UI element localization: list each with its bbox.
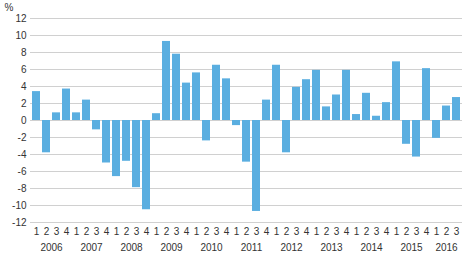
svg-text:-4: -4 xyxy=(18,149,27,160)
svg-text:4: 4 xyxy=(304,226,310,237)
svg-text:6: 6 xyxy=(21,64,27,75)
svg-text:2: 2 xyxy=(164,226,170,237)
svg-text:3: 3 xyxy=(294,226,300,237)
svg-text:2: 2 xyxy=(44,226,50,237)
svg-text:2: 2 xyxy=(364,226,370,237)
svg-text:1: 1 xyxy=(354,226,360,237)
svg-text:4: 4 xyxy=(64,226,70,237)
svg-text:4: 4 xyxy=(104,226,110,237)
svg-text:0: 0 xyxy=(21,115,27,126)
svg-text:1: 1 xyxy=(114,226,120,237)
svg-text:-6: -6 xyxy=(18,166,27,177)
svg-text:-12: -12 xyxy=(12,217,27,228)
svg-text:3: 3 xyxy=(374,226,380,237)
svg-text:4: 4 xyxy=(21,81,27,92)
svg-text:1: 1 xyxy=(154,226,160,237)
svg-text:3: 3 xyxy=(454,226,460,237)
svg-text:2016: 2016 xyxy=(435,242,458,253)
svg-text:1: 1 xyxy=(274,226,280,237)
svg-text:3: 3 xyxy=(414,226,420,237)
svg-text:8: 8 xyxy=(21,47,27,58)
svg-text:1: 1 xyxy=(314,226,320,237)
svg-text:1: 1 xyxy=(34,226,40,237)
svg-text:12: 12 xyxy=(15,13,27,24)
svg-text:2010: 2010 xyxy=(200,242,223,253)
svg-text:3: 3 xyxy=(174,226,180,237)
svg-text:1: 1 xyxy=(74,226,80,237)
svg-text:-8: -8 xyxy=(18,183,27,194)
svg-text:%: % xyxy=(5,2,14,13)
svg-text:3: 3 xyxy=(54,226,60,237)
svg-text:2: 2 xyxy=(404,226,410,237)
svg-text:2006: 2006 xyxy=(40,242,63,253)
svg-text:1: 1 xyxy=(194,226,200,237)
svg-text:2007: 2007 xyxy=(80,242,103,253)
svg-text:3: 3 xyxy=(94,226,100,237)
svg-text:4: 4 xyxy=(224,226,230,237)
svg-text:2: 2 xyxy=(444,226,450,237)
svg-text:4: 4 xyxy=(344,226,350,237)
svg-text:4: 4 xyxy=(184,226,190,237)
svg-text:-10: -10 xyxy=(12,200,27,211)
svg-text:4: 4 xyxy=(144,226,150,237)
svg-text:3: 3 xyxy=(334,226,340,237)
svg-text:2015: 2015 xyxy=(400,242,423,253)
svg-text:2: 2 xyxy=(21,98,27,109)
svg-text:4: 4 xyxy=(424,226,430,237)
svg-text:1: 1 xyxy=(234,226,240,237)
svg-text:2009: 2009 xyxy=(160,242,183,253)
svg-text:2: 2 xyxy=(324,226,330,237)
svg-text:3: 3 xyxy=(134,226,140,237)
svg-text:1: 1 xyxy=(434,226,440,237)
svg-text:2: 2 xyxy=(124,226,130,237)
svg-text:2012: 2012 xyxy=(280,242,303,253)
svg-text:2: 2 xyxy=(204,226,210,237)
svg-text:-2: -2 xyxy=(18,132,27,143)
svg-text:2008: 2008 xyxy=(120,242,143,253)
svg-text:2013: 2013 xyxy=(320,242,343,253)
svg-text:3: 3 xyxy=(214,226,220,237)
svg-text:2014: 2014 xyxy=(360,242,383,253)
svg-text:10: 10 xyxy=(15,30,27,41)
svg-text:4: 4 xyxy=(384,226,390,237)
svg-text:2: 2 xyxy=(244,226,250,237)
svg-text:1: 1 xyxy=(394,226,400,237)
svg-text:4: 4 xyxy=(264,226,270,237)
svg-text:2011: 2011 xyxy=(241,242,263,253)
svg-text:2: 2 xyxy=(284,226,290,237)
svg-text:2: 2 xyxy=(84,226,90,237)
svg-text:3: 3 xyxy=(254,226,260,237)
